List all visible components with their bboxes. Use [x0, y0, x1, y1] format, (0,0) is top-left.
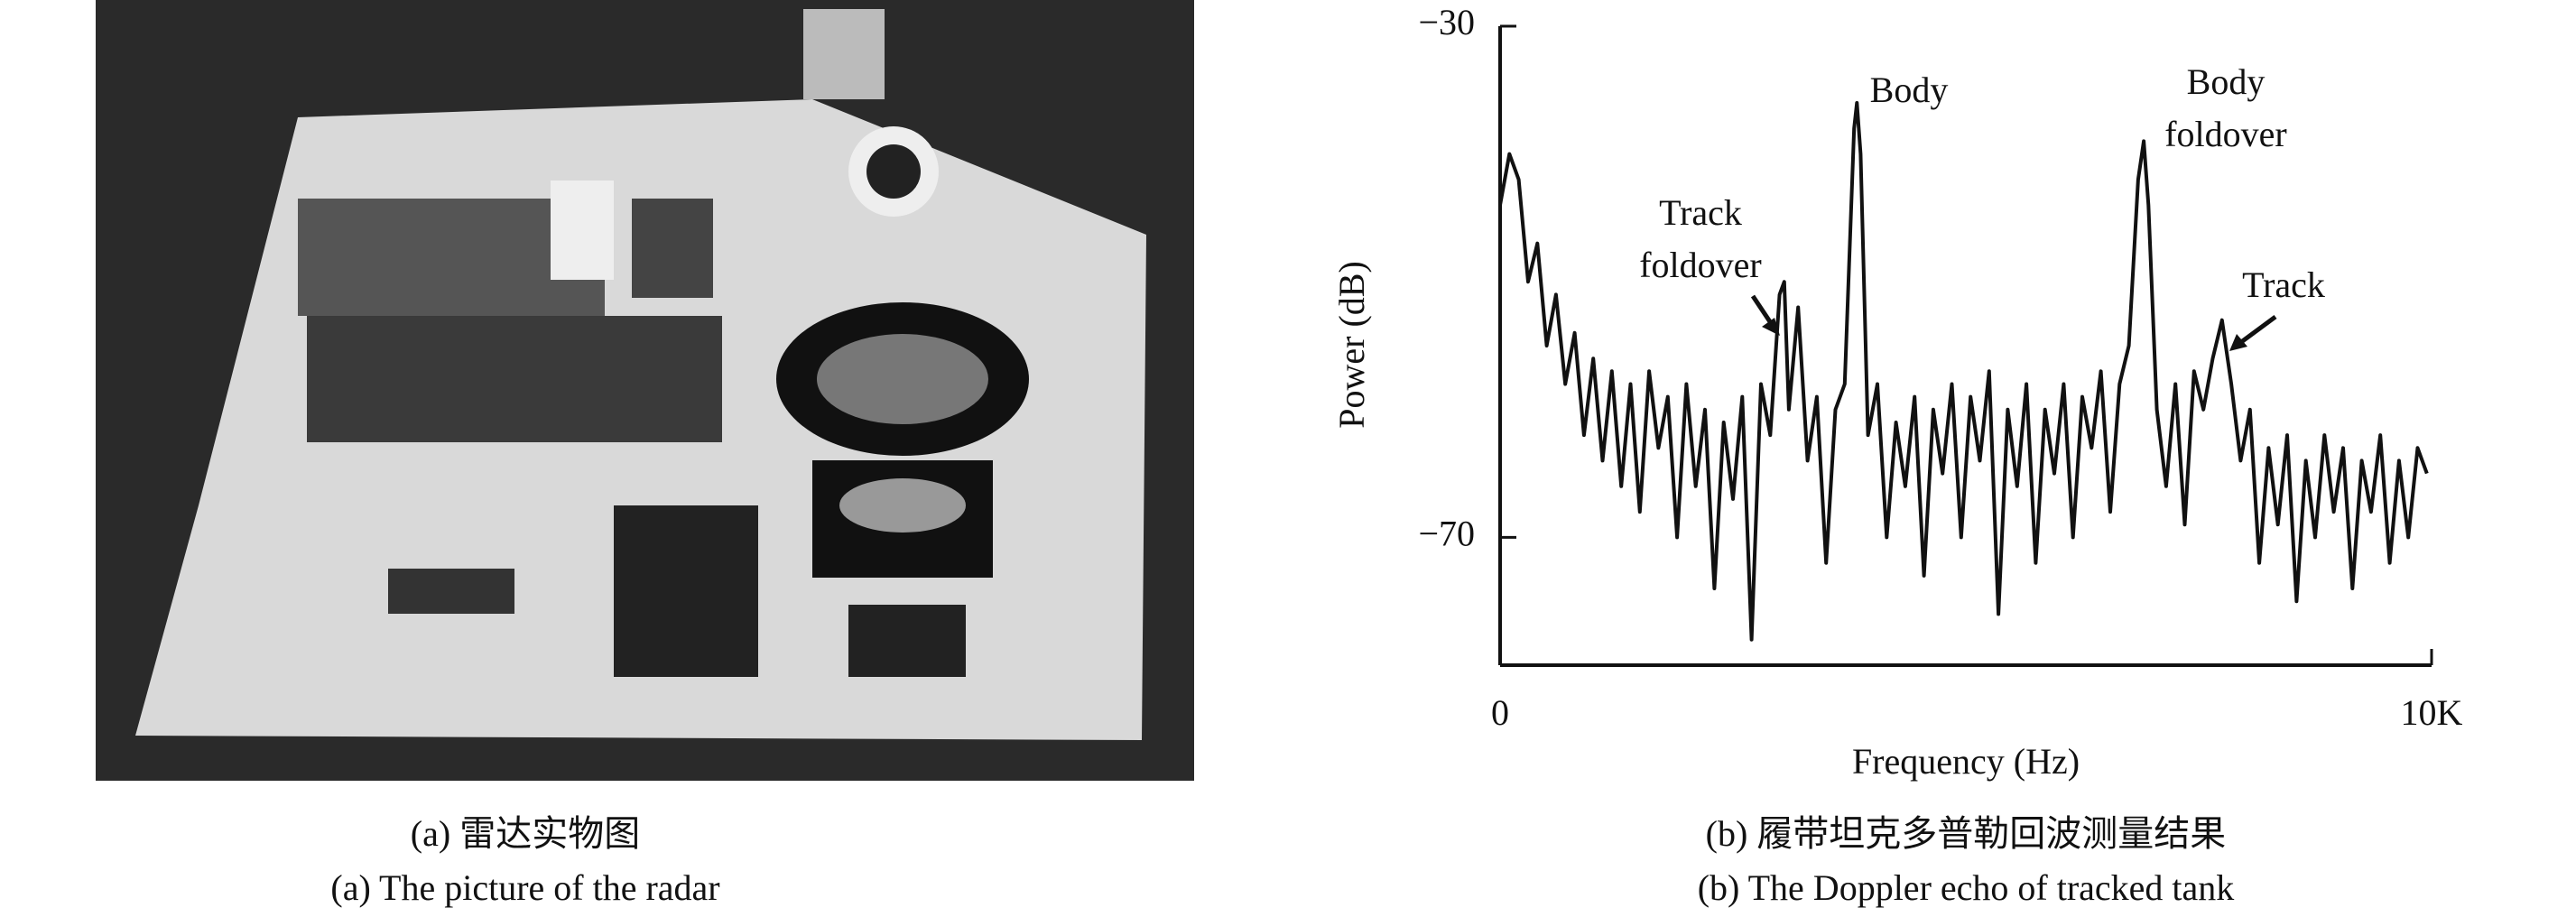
- caption: (b) 履带坦克多普勒回波测量结果: [1706, 813, 2227, 854]
- y-tick-label: −70: [1418, 514, 1475, 554]
- annotation: foldover: [1639, 245, 1762, 285]
- x-tick-label: 10K: [2401, 692, 2463, 733]
- photo-block: [848, 605, 966, 677]
- caption: (a) 雷达实物图: [411, 813, 640, 854]
- x-axis-label: Frequency (Hz): [1852, 741, 2080, 782]
- photo-block: [388, 569, 514, 614]
- photo-block: [614, 505, 758, 677]
- arrow: [2236, 314, 2277, 347]
- annotation: Body: [1870, 69, 1949, 110]
- photo-block: [551, 181, 614, 280]
- photo-block: [307, 316, 722, 442]
- y-axis-label: Power (dB): [1331, 261, 1372, 429]
- caption: (b) The Doppler echo of tracked tank: [1698, 867, 2235, 908]
- annotation: Track: [1659, 192, 1742, 233]
- annotation: Track: [2242, 264, 2325, 305]
- photo-lens: [839, 478, 966, 533]
- photo-block: [866, 144, 921, 199]
- arrowhead: [2229, 334, 2247, 351]
- spectrum-line: [1498, 101, 2429, 642]
- radar-photo: [96, 0, 1194, 781]
- photo-lens: [817, 334, 988, 424]
- caption: (a) The picture of the radar: [330, 867, 719, 908]
- y-tick-label: −30: [1418, 2, 1475, 42]
- annotation: Body: [2187, 61, 2266, 102]
- photo-block: [632, 199, 713, 298]
- photo-block: [803, 9, 885, 99]
- x-tick-label: 0: [1491, 692, 1509, 733]
- annotation: foldover: [2164, 114, 2287, 154]
